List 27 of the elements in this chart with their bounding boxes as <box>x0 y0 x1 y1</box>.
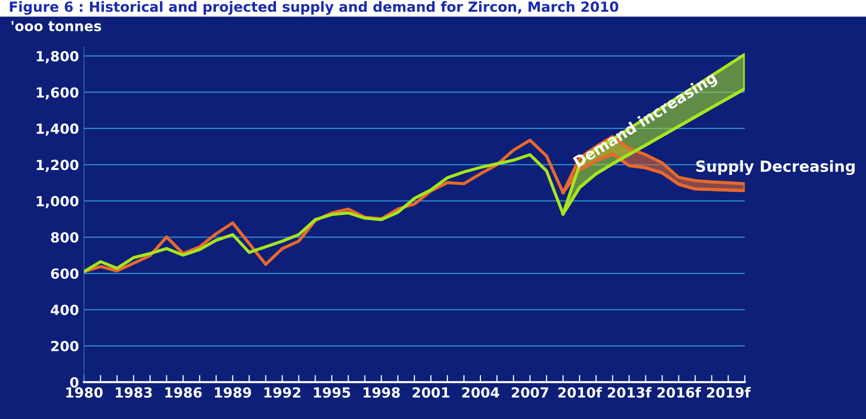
x-tick-label: 2001 <box>412 387 450 398</box>
x-tick-label: 2019f <box>706 386 751 398</box>
x-tick-label: 1995 <box>314 387 350 398</box>
annotation: Supply Decreasing <box>696 160 855 176</box>
y-tick-label: 1,200 <box>36 160 78 172</box>
chart-title: Figure 6 : Historical and projected supply and demand for Zircon, March 2010 <box>10 1 618 15</box>
y-tick-label: 1,800 <box>36 50 78 64</box>
y-tick-label: 600 <box>51 268 78 279</box>
y-tick-label: 800 <box>51 232 78 243</box>
y-tick-label: 0 <box>70 377 78 388</box>
x-tick-label: 1998 <box>364 387 400 398</box>
x-tick-label: 1992 <box>264 387 300 398</box>
x-tick-label: 1983 <box>116 387 152 398</box>
x-tick-label: 1986 <box>165 387 202 398</box>
y-tick-label: 1,400 <box>36 123 78 136</box>
y-tick-label: 200 <box>51 340 78 352</box>
x-tick-label: 2016f <box>657 386 702 398</box>
x-tick-label: 1989 <box>214 387 252 398</box>
y-axis-title: 'ooo tonnes <box>12 20 102 32</box>
y-tick-label: 1,000 <box>36 196 78 208</box>
y-tick-label: 400 <box>50 304 78 316</box>
x-tick-label: 2013f <box>608 386 652 398</box>
y-tick-label: 1,600 <box>36 87 78 100</box>
x-tick-label: 1980 <box>66 387 103 398</box>
x-tick-label: 2010f <box>558 386 602 398</box>
x-tick-label: 2007 <box>512 387 548 398</box>
x-tick-label: 2004 <box>462 387 500 398</box>
